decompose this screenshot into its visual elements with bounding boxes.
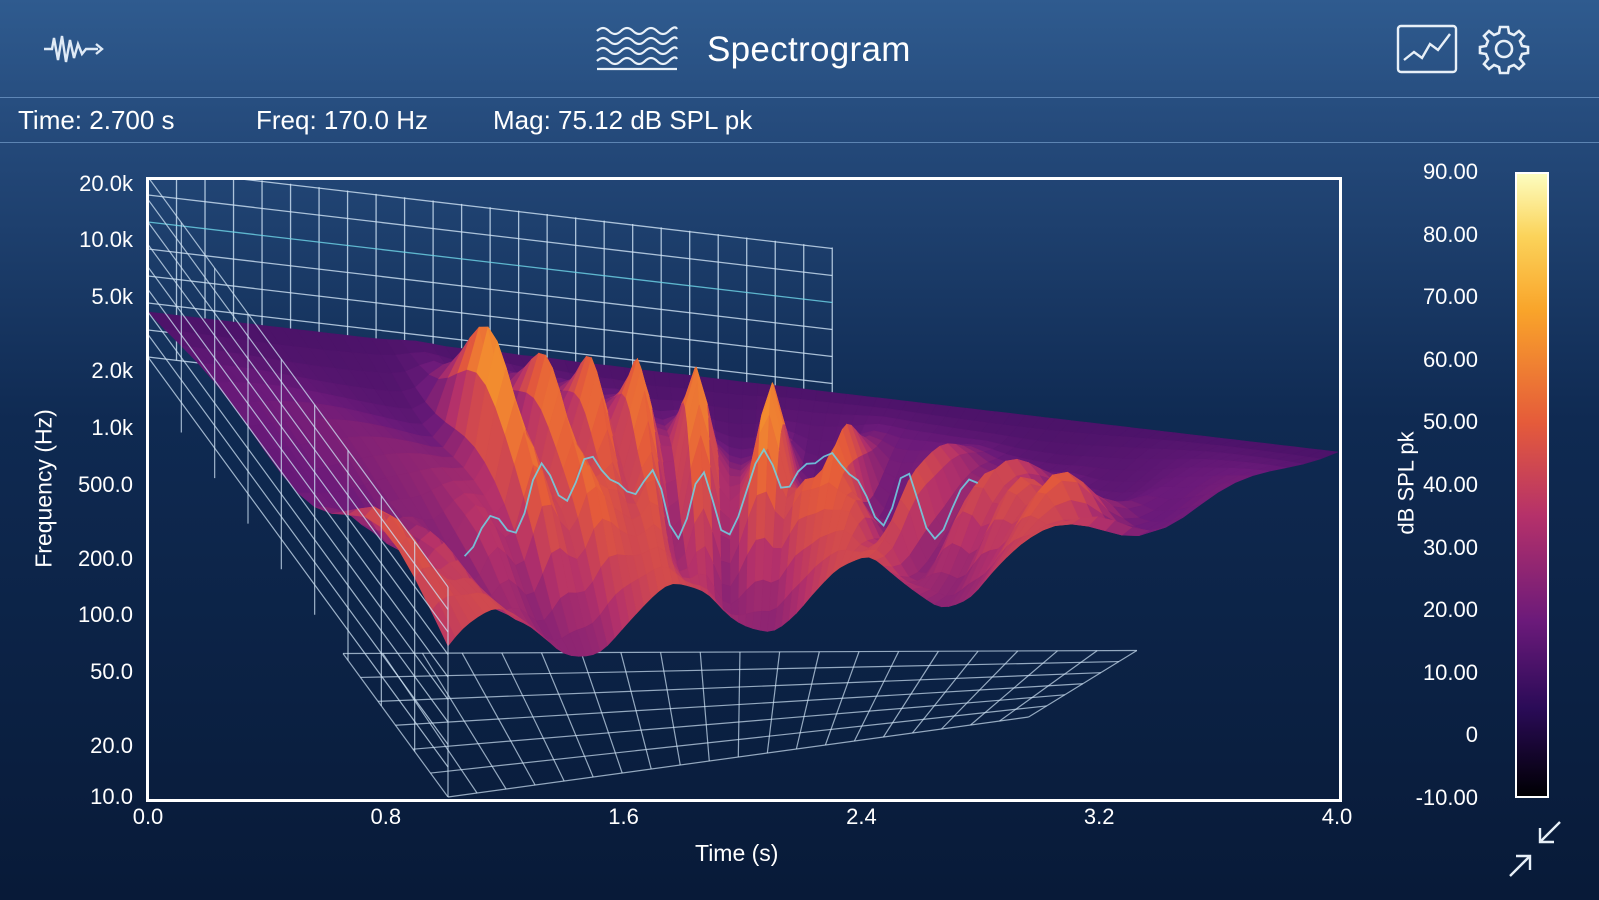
spectrogram-surface xyxy=(147,311,1339,657)
title-group: Spectrogram xyxy=(595,22,911,78)
surface-cell xyxy=(727,393,744,410)
gear-icon xyxy=(1478,25,1530,75)
surface-cell xyxy=(712,378,729,395)
y-tick-label: 100.0 xyxy=(77,602,133,627)
surface-cell xyxy=(713,391,729,409)
cursor-readout-bar: Time: 2.700 s Freq: 170.0 Hz Mag: 75.12 … xyxy=(0,97,1599,143)
colorbar-tick-label: 40.00 xyxy=(1422,472,1478,497)
colorbar-tick-label: 30.00 xyxy=(1422,534,1478,560)
plot-frame xyxy=(146,177,1342,802)
chart-view-icon xyxy=(1396,24,1458,74)
surface-cell xyxy=(720,534,731,565)
expand-button[interactable] xyxy=(1500,816,1570,882)
surface-cell xyxy=(1021,528,1046,545)
y-tick-label: 500.0 xyxy=(77,472,133,497)
y-axis-title: Frequency (Hz) xyxy=(30,409,57,568)
x-axis-title: Time (s) xyxy=(695,840,779,866)
surface-cell xyxy=(745,611,755,629)
y-tick-label: 10.0k xyxy=(79,227,133,252)
surface-cell xyxy=(668,372,686,389)
chart-view-button[interactable] xyxy=(1396,24,1458,74)
surface-cell xyxy=(727,379,744,396)
side-wall-grid xyxy=(147,177,449,797)
surface-cell xyxy=(730,614,739,623)
spectrogram-3d-plot[interactable] xyxy=(146,177,1342,802)
colorbar-tick-label: 20.00 xyxy=(1422,597,1478,623)
y-tick-label: 2.0k xyxy=(91,358,133,383)
colorbar-tick-label: 0 xyxy=(1465,722,1478,748)
surface-cell xyxy=(742,394,758,411)
colorbar-tick-label: 90.00 xyxy=(1422,159,1478,184)
x-tick-label: 3.2 xyxy=(1083,804,1115,829)
y-tick-label: 50.0 xyxy=(90,659,133,684)
colorbar-tick-label: 50.00 xyxy=(1422,409,1478,435)
surface-cell xyxy=(655,385,673,401)
x-tick-label: 2.4 xyxy=(846,804,877,829)
x-tick-label: 0.8 xyxy=(370,804,402,829)
surface-cell xyxy=(728,408,743,425)
surface-cell xyxy=(653,371,671,388)
surface-cell xyxy=(785,386,803,400)
x-tick-label: 4.0 xyxy=(1321,804,1353,829)
top-bar: Spectrogram xyxy=(0,0,1599,95)
surface-cell xyxy=(657,399,675,412)
settings-button[interactable] xyxy=(1476,22,1532,76)
y-tick-label: 20.0 xyxy=(90,733,133,758)
surface-cell xyxy=(741,423,757,439)
peak-trace xyxy=(463,447,979,557)
waveform-mode-icon[interactable] xyxy=(40,28,110,70)
expand-arrows-icon xyxy=(1509,821,1561,877)
colorbar-title: dB SPL pk xyxy=(1393,431,1419,535)
colorbar-tick-label: -10.00 xyxy=(1415,785,1478,810)
surface-cell xyxy=(742,381,759,397)
surface-cell xyxy=(721,560,731,587)
colorbar-tick-label: 10.00 xyxy=(1422,659,1478,685)
y-tick-label: 1.0k xyxy=(91,415,133,440)
colorbar-tick-label: 60.00 xyxy=(1422,346,1478,372)
surface-cell xyxy=(737,613,747,627)
colorbar-tick-label: 80.00 xyxy=(1422,221,1478,247)
x-tick-label: 1.6 xyxy=(608,804,639,829)
surface-cell xyxy=(784,397,801,412)
time-readout: Time: 2.700 s xyxy=(18,105,175,135)
surface-cell xyxy=(800,388,818,402)
y-tick-label: 200.0 xyxy=(77,546,133,571)
floor-grid xyxy=(342,649,1138,798)
y-tick-label: 5.0k xyxy=(91,284,133,309)
y-tick-label: 10.0 xyxy=(90,784,133,809)
surface-cell xyxy=(798,398,816,413)
colorbar-tick-label: 70.00 xyxy=(1422,284,1478,310)
magnitude-readout: Mag: 75.12 dB SPL pk xyxy=(493,105,753,135)
spectrogram-icon xyxy=(595,23,679,78)
surface-cell xyxy=(741,409,757,425)
peak-trace-line xyxy=(463,447,979,557)
page-title: Spectrogram xyxy=(707,30,911,69)
surface-cell xyxy=(728,422,743,439)
frequency-readout: Freq: 170.0 Hz xyxy=(256,105,428,135)
colorbar xyxy=(1515,172,1549,798)
y-tick-label: 20.0k xyxy=(79,171,133,196)
x-tick-label: 0.0 xyxy=(132,804,164,829)
